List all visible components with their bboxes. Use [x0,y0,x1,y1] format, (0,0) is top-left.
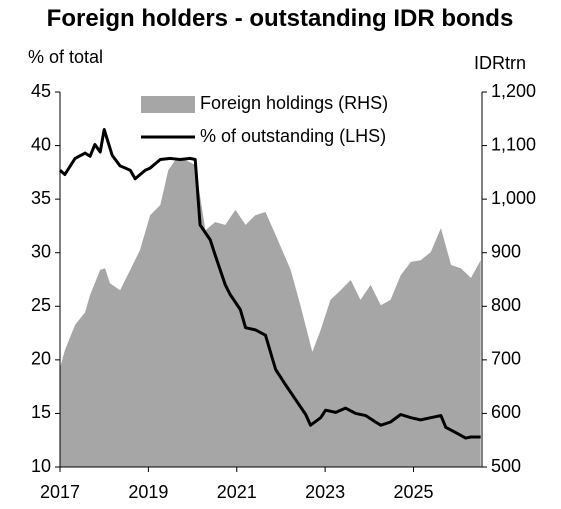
y-tick-label: 25 [31,295,51,315]
y2-tick-label: 500 [491,456,521,476]
y2-tick-label: 700 [491,349,521,369]
x-tick-label: 2021 [217,482,257,502]
y2-tick-label: 900 [491,241,521,261]
chart-title: Foreign holders - outstanding IDR bonds [46,5,514,32]
x-tick-label: 2019 [128,482,168,502]
y-tick-label: 35 [31,188,51,208]
y-tick-label: 45 [31,81,51,101]
y-tick-label: 15 [31,402,51,422]
y-tick-label: 40 [31,134,51,154]
line [59,128,481,440]
y2-tick-label: 800 [491,295,521,315]
y2-tick-label: 600 [491,402,521,422]
x-tick-label: 2017 [40,482,80,502]
area [60,160,481,468]
legend-label: Foreign holdings (RHS) [200,93,388,113]
y-tick-label: 20 [31,349,51,369]
legend-swatch [141,96,195,113]
y2-tick-label: 1,200 [491,81,536,101]
y2-tick-label: 1,100 [491,134,536,154]
legend-label: % of outstanding (LHS) [200,126,386,146]
y2-axis-label: IDRtrn [474,53,526,73]
y-tick-label: 10 [31,456,51,476]
x-tick-label: 2023 [305,482,345,502]
y-axis-label: % of total [28,47,103,67]
y-tick-label: 30 [31,241,51,261]
x-tick-label: 2025 [393,482,433,502]
y2-tick-label: 1,000 [491,188,536,208]
